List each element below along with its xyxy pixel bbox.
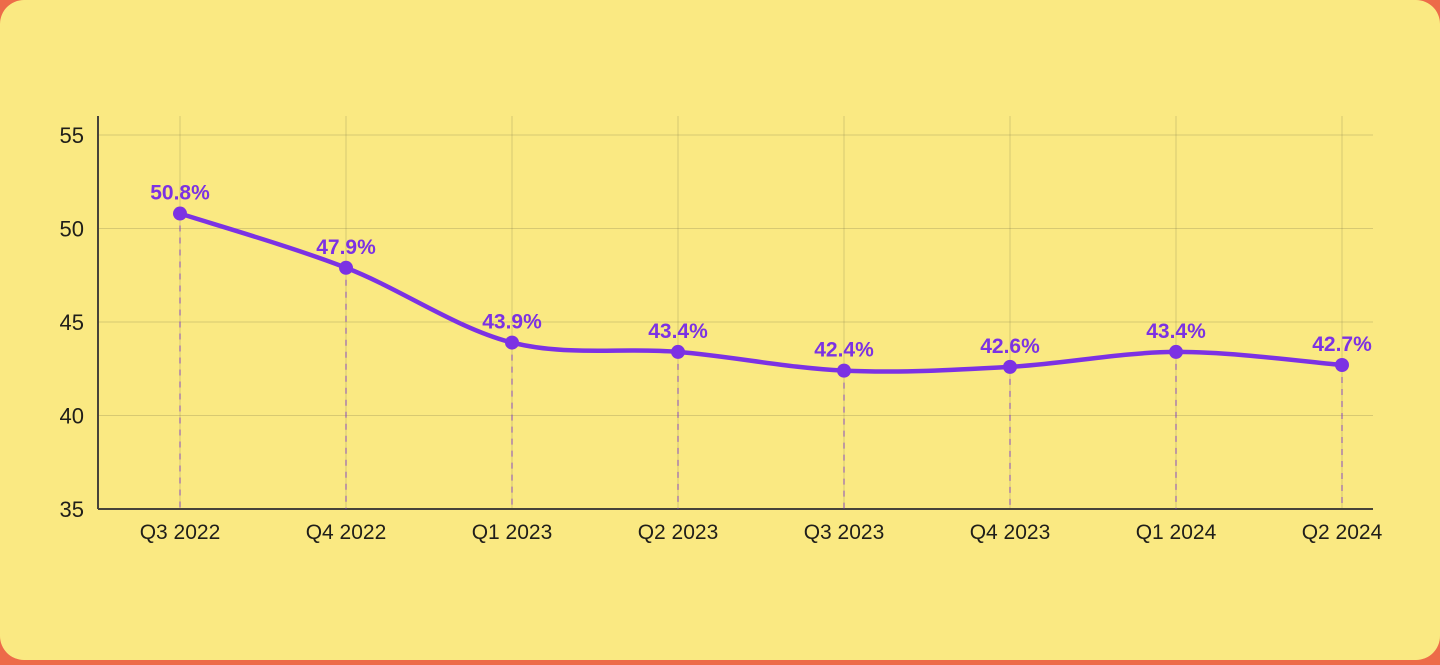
data-point-label: 50.8% (150, 182, 210, 205)
data-point-label: 42.7% (1312, 333, 1372, 356)
y-tick-label: 40 (60, 404, 84, 429)
data-point (1169, 345, 1183, 359)
y-tick-label: 50 (60, 217, 84, 242)
data-point-label: 43.9% (482, 311, 542, 334)
data-point (505, 336, 519, 350)
x-tick-label: Q3 2023 (804, 521, 885, 544)
data-point-label: 42.6% (980, 335, 1040, 358)
x-tick-label: Q1 2023 (472, 521, 553, 544)
data-point (671, 345, 685, 359)
y-tick-label: 45 (60, 310, 84, 335)
x-tick-label: Q4 2022 (306, 521, 387, 544)
data-point (1003, 360, 1017, 374)
data-point-label: 43.4% (648, 320, 708, 343)
data-point (173, 207, 187, 221)
x-tick-label: Q2 2024 (1302, 521, 1383, 544)
y-tick-label: 35 (60, 497, 84, 522)
data-point (1335, 358, 1349, 372)
data-point-label: 47.9% (316, 236, 376, 259)
x-tick-label: Q2 2023 (638, 521, 719, 544)
data-point-label: 43.4% (1146, 320, 1206, 343)
data-point (837, 364, 851, 378)
data-point (339, 261, 353, 275)
x-tick-label: Q4 2023 (970, 521, 1051, 544)
data-point-label: 42.4% (814, 339, 874, 362)
y-tick-label: 55 (60, 123, 84, 148)
x-tick-label: Q3 2022 (140, 521, 221, 544)
x-tick-label: Q1 2024 (1136, 521, 1217, 544)
